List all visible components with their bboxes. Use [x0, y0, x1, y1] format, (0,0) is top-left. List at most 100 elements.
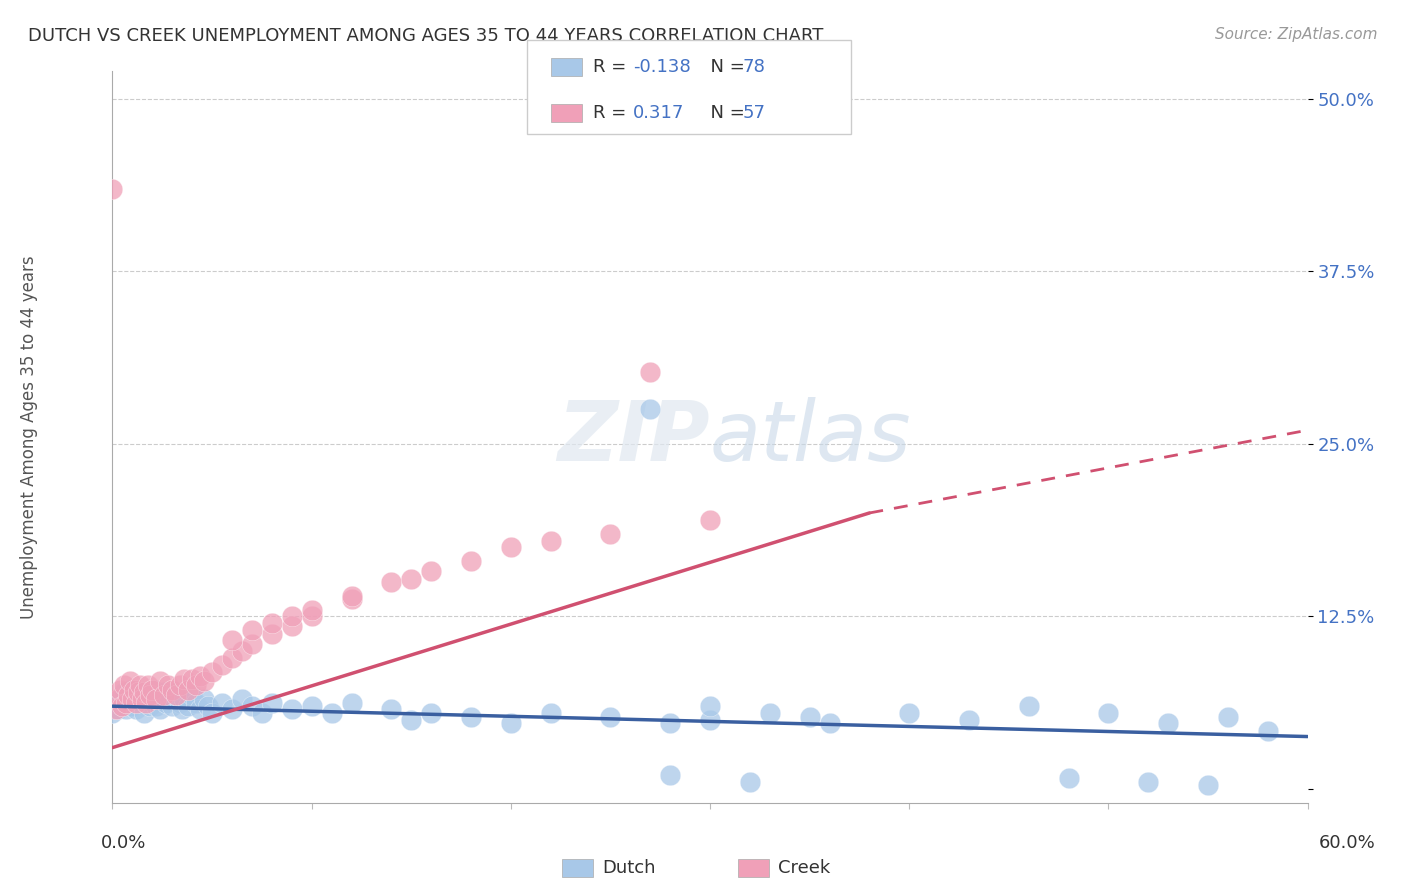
Point	[114, 678, 135, 692]
Point	[111, 699, 134, 714]
Point	[599, 526, 621, 541]
Point	[281, 609, 304, 624]
Point	[105, 697, 128, 711]
Point	[124, 682, 146, 697]
Text: 0.317: 0.317	[633, 104, 685, 122]
Point	[699, 713, 721, 727]
Text: 0.0%: 0.0%	[101, 834, 146, 852]
Point	[148, 688, 170, 702]
Point	[134, 685, 156, 699]
Point	[699, 699, 721, 714]
Point	[127, 685, 149, 699]
Point	[640, 365, 662, 379]
Point	[173, 672, 195, 686]
Point	[193, 692, 215, 706]
Point	[125, 697, 148, 711]
Point	[117, 692, 139, 706]
Point	[131, 692, 153, 706]
Point	[699, 513, 721, 527]
Point	[211, 697, 233, 711]
Point	[120, 682, 142, 697]
Point	[177, 699, 200, 714]
Point	[221, 702, 243, 716]
Point	[157, 688, 180, 702]
Point	[1057, 771, 1080, 785]
Point	[540, 533, 562, 548]
Point	[105, 702, 128, 716]
Point	[173, 692, 195, 706]
Text: DUTCH VS CREEK UNEMPLOYMENT AMONG AGES 35 TO 44 YEARS CORRELATION CHART: DUTCH VS CREEK UNEMPLOYMENT AMONG AGES 3…	[28, 27, 824, 45]
Point	[107, 702, 129, 716]
Point	[460, 710, 482, 724]
Point	[231, 692, 253, 706]
Point	[197, 699, 219, 714]
Point	[401, 572, 423, 586]
Point	[260, 616, 283, 631]
Point	[250, 706, 273, 720]
Point	[157, 678, 180, 692]
Point	[193, 674, 215, 689]
Point	[150, 692, 173, 706]
Point	[401, 713, 423, 727]
Point	[380, 702, 402, 716]
Text: N =: N =	[699, 104, 751, 122]
Point	[115, 702, 138, 716]
Point	[231, 644, 253, 658]
Point	[129, 685, 152, 699]
Text: 60.0%: 60.0%	[1319, 834, 1375, 852]
Point	[110, 682, 132, 697]
Point	[1018, 699, 1040, 714]
Text: ZIP: ZIP	[557, 397, 710, 477]
Point	[138, 685, 160, 699]
Point	[380, 574, 402, 589]
Point	[125, 702, 148, 716]
Point	[420, 564, 443, 578]
Point	[141, 682, 163, 697]
Point	[134, 706, 156, 720]
Text: 57: 57	[742, 104, 765, 122]
Point	[101, 182, 124, 196]
Point	[260, 697, 283, 711]
Point	[301, 609, 323, 624]
Text: atlas: atlas	[710, 397, 911, 477]
Point	[153, 688, 176, 702]
Point	[131, 697, 153, 711]
Point	[149, 702, 172, 716]
Point	[139, 699, 162, 714]
Point	[121, 699, 143, 714]
Text: Creek: Creek	[778, 859, 830, 877]
Point	[211, 657, 233, 672]
Point	[499, 715, 522, 730]
Point	[155, 697, 177, 711]
Point	[240, 699, 263, 714]
Point	[149, 674, 172, 689]
Point	[129, 678, 152, 692]
Point	[460, 554, 482, 568]
Point	[898, 706, 921, 720]
Text: Source: ZipAtlas.com: Source: ZipAtlas.com	[1215, 27, 1378, 42]
Point	[201, 706, 224, 720]
Point	[240, 624, 263, 638]
Point	[107, 692, 129, 706]
Point	[172, 702, 194, 716]
Text: R =: R =	[593, 58, 633, 76]
Point	[599, 710, 621, 724]
Point	[659, 768, 682, 782]
Point	[818, 715, 841, 730]
Point	[321, 706, 343, 720]
Point	[499, 541, 522, 555]
Point	[201, 665, 224, 679]
Text: R =: R =	[593, 104, 633, 122]
Point	[115, 697, 138, 711]
Point	[143, 682, 166, 697]
Point	[121, 688, 143, 702]
Point	[1257, 724, 1279, 739]
Point	[188, 669, 211, 683]
Point	[165, 685, 187, 699]
Point	[169, 697, 191, 711]
Point	[117, 688, 139, 702]
Point	[281, 702, 304, 716]
Point	[340, 589, 363, 603]
Point	[1137, 775, 1160, 789]
Point	[188, 702, 211, 716]
